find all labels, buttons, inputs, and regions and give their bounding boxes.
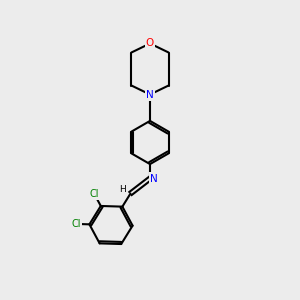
Text: H: H (119, 184, 125, 194)
Text: O: O (146, 38, 154, 49)
Text: Cl: Cl (71, 219, 81, 229)
Text: N: N (150, 173, 158, 184)
Text: Cl: Cl (90, 189, 99, 199)
Text: N: N (146, 89, 154, 100)
